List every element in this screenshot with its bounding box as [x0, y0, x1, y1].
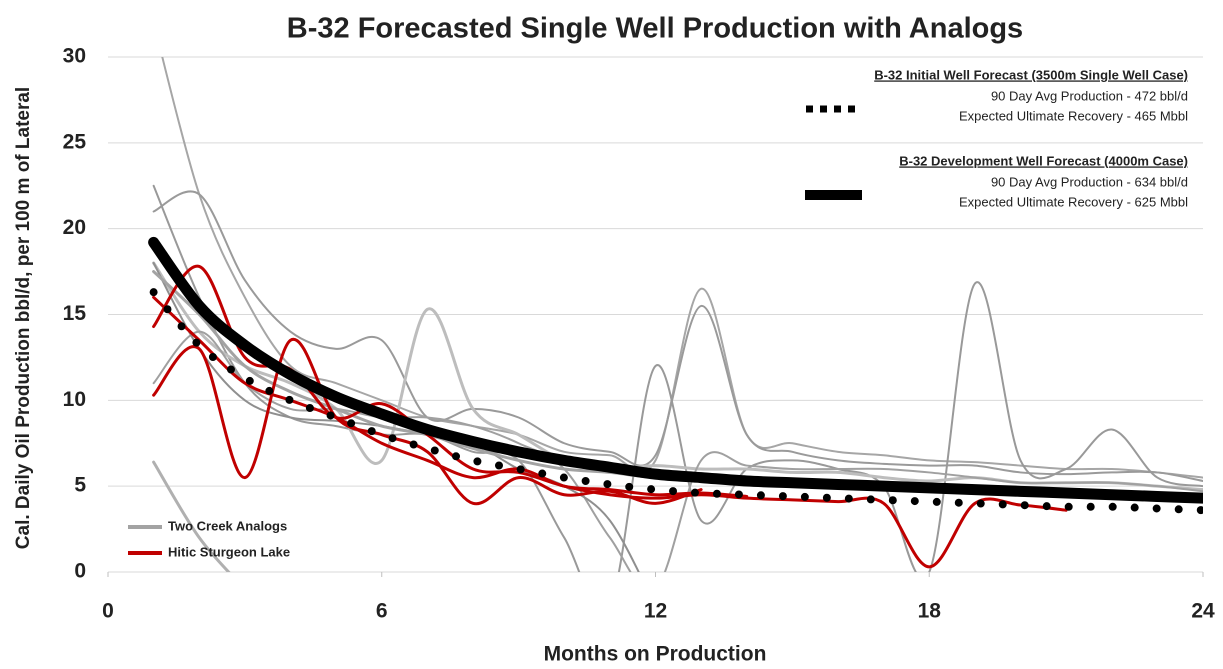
legend-detail: 90 Day Avg Production - 472 bbl/d: [991, 88, 1188, 103]
y-tick-label: 0: [74, 560, 86, 583]
grid: 0 5 10 15 20 25 30 0 6 12 18 24: [63, 45, 1215, 623]
series-line: [149, 288, 1203, 515]
series-line: [152, 337, 703, 506]
legend-detail: 90 Day Avg Production - 634 bbl/d: [991, 174, 1188, 189]
x-tick-label: 24: [1191, 600, 1215, 623]
legend-label: B-32 Development Well Forecast (4000m Ca…: [899, 153, 1188, 168]
legend-detail: Expected Ultimate Recovery - 625 Mbbl: [959, 194, 1188, 209]
y-tick-label: 5: [74, 474, 86, 497]
chart-title: B-32 Forecasted Single Well Production w…: [287, 13, 1023, 45]
y-tick-label: 15: [63, 302, 87, 325]
legend-label: Two Creek Analogs: [168, 518, 287, 533]
series-line: [152, 460, 231, 572]
x-tick-label: 12: [644, 600, 667, 623]
y-tick-label: 30: [63, 45, 86, 68]
y-tick-label: 10: [63, 388, 86, 411]
legend-detail: Expected Ultimate Recovery - 465 Mbbl: [959, 108, 1188, 123]
series-line: [148, 236, 1203, 504]
legend-label: B-32 Initial Well Forecast (3500m Single…: [874, 67, 1188, 82]
x-tick-label: 0: [102, 600, 114, 623]
x-tick-label: 18: [918, 600, 942, 623]
x-tick-label: 6: [376, 600, 388, 623]
legend: Two Creek Analogs Hitic Sturgeon Lake B-32…: [128, 67, 1188, 559]
y-tick-label: 20: [63, 216, 86, 239]
plot-area: [148, 57, 1203, 572]
series-line: [152, 190, 1203, 483]
y-tick-label: 25: [63, 130, 87, 153]
legend-label: Hitic Sturgeon Lake: [168, 544, 290, 559]
series-line: [152, 295, 749, 498]
y-axis-label: Cal. Daily Oil Production bbl/d, per 100…: [13, 87, 34, 549]
x-axis-label: Months on Production: [544, 643, 767, 666]
